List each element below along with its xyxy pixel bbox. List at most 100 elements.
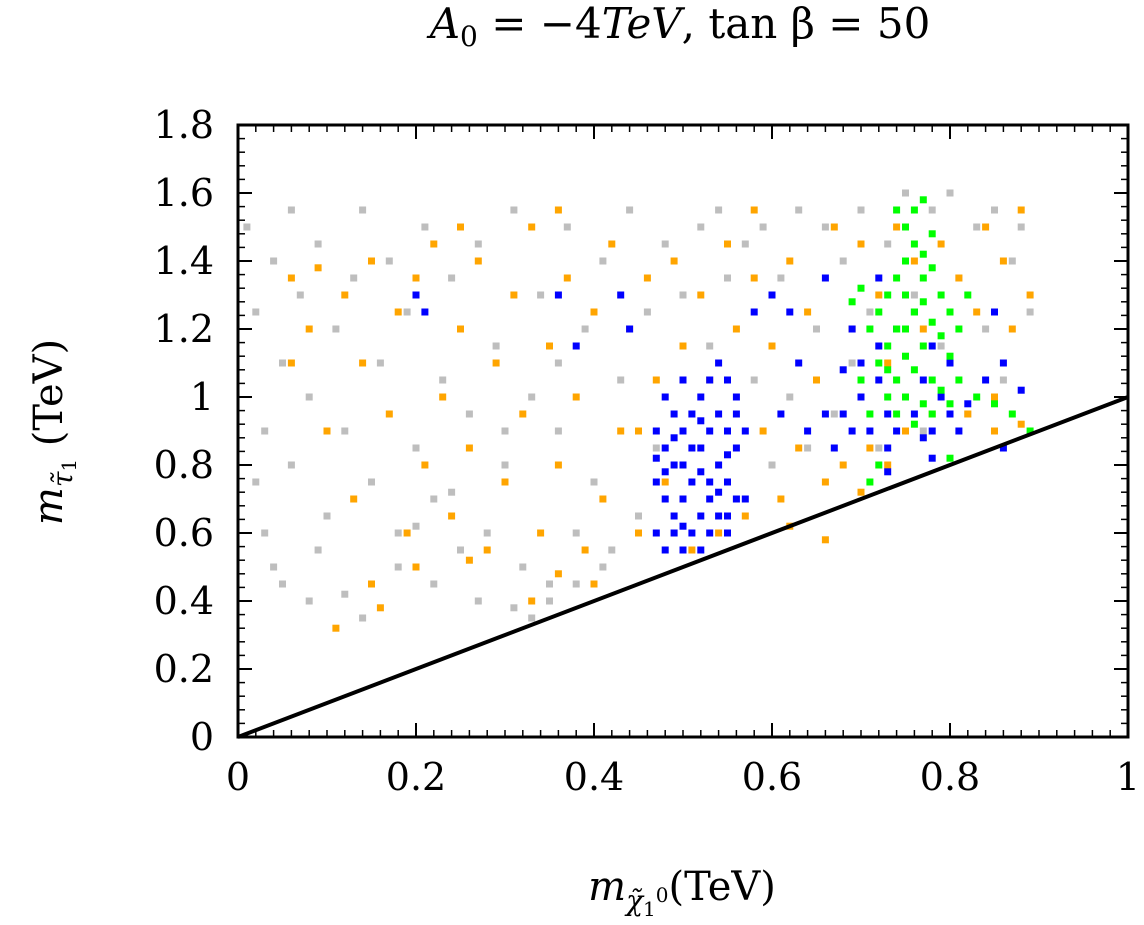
point-blue-84 (572, 342, 580, 350)
point-blue-65 (875, 342, 883, 350)
point-green-31 (902, 393, 909, 401)
point-green-24 (875, 359, 883, 367)
point-blue-88 (750, 308, 758, 316)
point-gray-87 (973, 223, 981, 231)
point-blue-35 (741, 495, 749, 503)
point-gray-79 (902, 189, 909, 197)
point-orange-12 (412, 274, 420, 282)
point-blue-8 (670, 461, 678, 469)
title-eq1: = −4 (478, 0, 602, 48)
x-tick-label-0: 0 (226, 755, 250, 799)
point-orange-49 (741, 512, 749, 520)
point-green-32 (919, 400, 927, 408)
point-orange-64 (875, 291, 883, 299)
point-gray-63 (759, 223, 767, 231)
point-gray-94 (279, 580, 286, 588)
point-green-18 (866, 325, 874, 333)
point-gray-44 (590, 478, 598, 486)
point-green-8 (893, 274, 901, 282)
point-orange-21 (492, 359, 500, 367)
point-blue-44 (715, 488, 723, 496)
point-gray-23 (403, 308, 411, 316)
point-green-41 (857, 284, 865, 292)
point-orange-57 (813, 376, 820, 384)
point-orange-3 (332, 624, 340, 632)
point-orange-38 (643, 274, 651, 282)
x-tick-label-4: 0.8 (920, 755, 980, 799)
point-gray-77 (884, 240, 892, 248)
point-gray-93 (1026, 308, 1034, 316)
point-orange-78 (999, 257, 1007, 265)
point-orange-81 (1026, 291, 1034, 299)
point-orange-87 (528, 597, 536, 605)
point-gray-57 (706, 342, 714, 350)
point-orange-53 (777, 495, 785, 503)
point-orange-17 (457, 325, 464, 333)
point-gray-59 (724, 274, 731, 282)
point-blue-28 (724, 512, 731, 520)
point-orange-92 (457, 223, 464, 231)
point-orange-8 (376, 604, 384, 612)
point-blue-11 (679, 495, 687, 503)
point-blue-80 (412, 291, 420, 299)
point-blue-76 (821, 410, 829, 418)
point-green-28 (946, 352, 954, 360)
point-gray-9 (287, 461, 295, 469)
point-green-27 (928, 376, 936, 384)
point-green-23 (946, 308, 954, 316)
point-blue-6 (661, 393, 669, 401)
point-green-47 (1026, 427, 1034, 435)
point-gray-69 (813, 325, 820, 333)
point-blue-2 (652, 427, 660, 435)
point-blue-32 (732, 495, 740, 503)
point-orange-82 (287, 359, 295, 367)
point-gray-83 (937, 342, 945, 350)
point-orange-67 (902, 427, 909, 435)
point-green-15 (910, 308, 918, 316)
point-blue-40 (679, 461, 687, 469)
point-orange-56 (804, 308, 812, 316)
tick-labels-group: 0 0.2 0.4 0.6 0.8 1 0 0.2 0.4 0.6 0.8 1 1.2 1.4 1.6 1.8 (154, 103, 1141, 799)
point-green-49 (866, 478, 874, 486)
series-blue (412, 274, 1025, 554)
point-blue-79 (777, 410, 785, 418)
point-blue-5 (661, 444, 669, 452)
x-tick-label-5: 1 (1116, 755, 1140, 799)
point-blue-46 (679, 522, 687, 530)
point-orange-7 (368, 257, 375, 265)
point-orange-50 (750, 274, 758, 282)
y-tick-label-6: 1.2 (154, 307, 214, 351)
point-green-53 (884, 366, 892, 374)
point-gray-105 (359, 614, 367, 622)
point-gray-43 (581, 325, 589, 333)
point-gray-71 (830, 410, 838, 418)
y-tick-label-5: 1 (190, 375, 214, 419)
point-orange-93 (750, 206, 758, 214)
point-gray-4 (252, 478, 260, 486)
chart-title: A0 = −4TeV, tan β = 50 (426, 0, 931, 53)
point-orange-83 (314, 264, 322, 272)
point-blue-10 (679, 546, 687, 554)
point-gray-2 (261, 427, 269, 435)
point-orange-74 (964, 410, 972, 418)
point-gray-88 (982, 325, 990, 333)
point-green-12 (928, 264, 936, 272)
point-gray-25 (421, 223, 429, 231)
point-gray-99 (474, 597, 482, 605)
point-gray-5 (279, 359, 286, 367)
point-blue-98 (697, 417, 705, 425)
point-gray-101 (546, 597, 553, 605)
point-orange-97 (821, 536, 829, 544)
point-blue-97 (884, 468, 892, 476)
point-gray-16 (350, 274, 358, 282)
point-gray-73 (848, 359, 856, 367)
point-blue-72 (884, 444, 892, 452)
point-gray-34 (501, 461, 509, 469)
point-gray-107 (448, 488, 456, 496)
point-gray-30 (465, 410, 473, 418)
point-orange-40 (661, 478, 669, 486)
point-orange-26 (537, 529, 545, 537)
point-blue-29 (724, 478, 731, 486)
point-gray-104 (599, 563, 607, 571)
point-blue-19 (697, 393, 705, 401)
